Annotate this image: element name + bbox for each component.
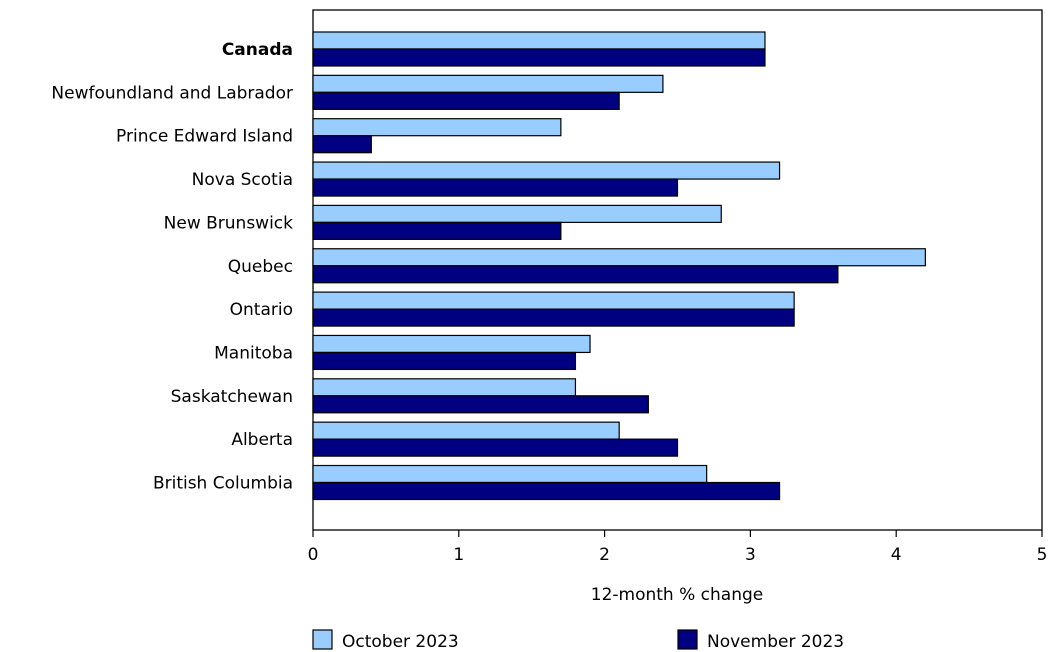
category-label: Ontario (230, 300, 293, 320)
category-label: Alberta (231, 430, 293, 450)
bar-october-3 (312, 161, 781, 180)
category-labels: Canada Newfoundland and Labrador Prince Ed… (51, 40, 293, 494)
x-tick-label: 3 (745, 545, 756, 565)
category-label: Newfoundland and Labrador (51, 83, 293, 103)
category-label: Prince Edward Island (116, 127, 293, 147)
bar-october-4 (312, 204, 722, 223)
legend: October 2023 November 2023 (312, 629, 844, 652)
x-axis-ticks: 0 1 2 3 4 5 (308, 530, 1048, 565)
x-tick-label: 4 (891, 545, 902, 565)
bar-november-10 (312, 481, 781, 501)
bar-october-8 (312, 378, 577, 397)
bar-october-2 (312, 118, 562, 137)
bar-november-3 (312, 178, 679, 197)
bar-group (312, 31, 926, 501)
x-tick-label: 1 (453, 545, 464, 565)
bar-november-8 (312, 395, 649, 414)
bar-october-5 (312, 248, 926, 267)
bar-november-2 (312, 135, 372, 154)
legend-swatch (677, 629, 698, 650)
category-label: New Brunswick (164, 213, 294, 233)
bar-november-1 (312, 91, 620, 110)
legend-label: October 2023 (342, 632, 459, 652)
category-label: Quebec (228, 257, 293, 277)
bar-october-0 (312, 31, 766, 50)
bar-october-1 (312, 74, 664, 93)
category-label: Nova Scotia (192, 170, 293, 190)
x-tick-label: 2 (599, 545, 610, 565)
bar-november-5 (312, 265, 839, 284)
bar-november-7 (312, 351, 577, 371)
category-label: Canada (222, 40, 293, 60)
category-label: Manitoba (214, 343, 293, 363)
category-label: British Columbia (153, 474, 293, 494)
bar-november-4 (312, 221, 562, 240)
x-tick-label: 5 (1037, 545, 1048, 565)
legend-swatch (312, 629, 333, 650)
bar-october-6 (312, 291, 795, 310)
legend-label: November 2023 (707, 632, 844, 652)
bar-november-9 (312, 438, 679, 457)
bar-november-0 (312, 48, 766, 67)
x-tick-label: 0 (308, 545, 319, 565)
bar-october-7 (312, 334, 591, 354)
category-label: Saskatchewan (171, 387, 293, 407)
bar-october-10 (312, 464, 708, 484)
bar-october-9 (312, 421, 620, 440)
x-axis-title: 12-month % change (591, 585, 763, 605)
bar-november-6 (312, 308, 795, 327)
